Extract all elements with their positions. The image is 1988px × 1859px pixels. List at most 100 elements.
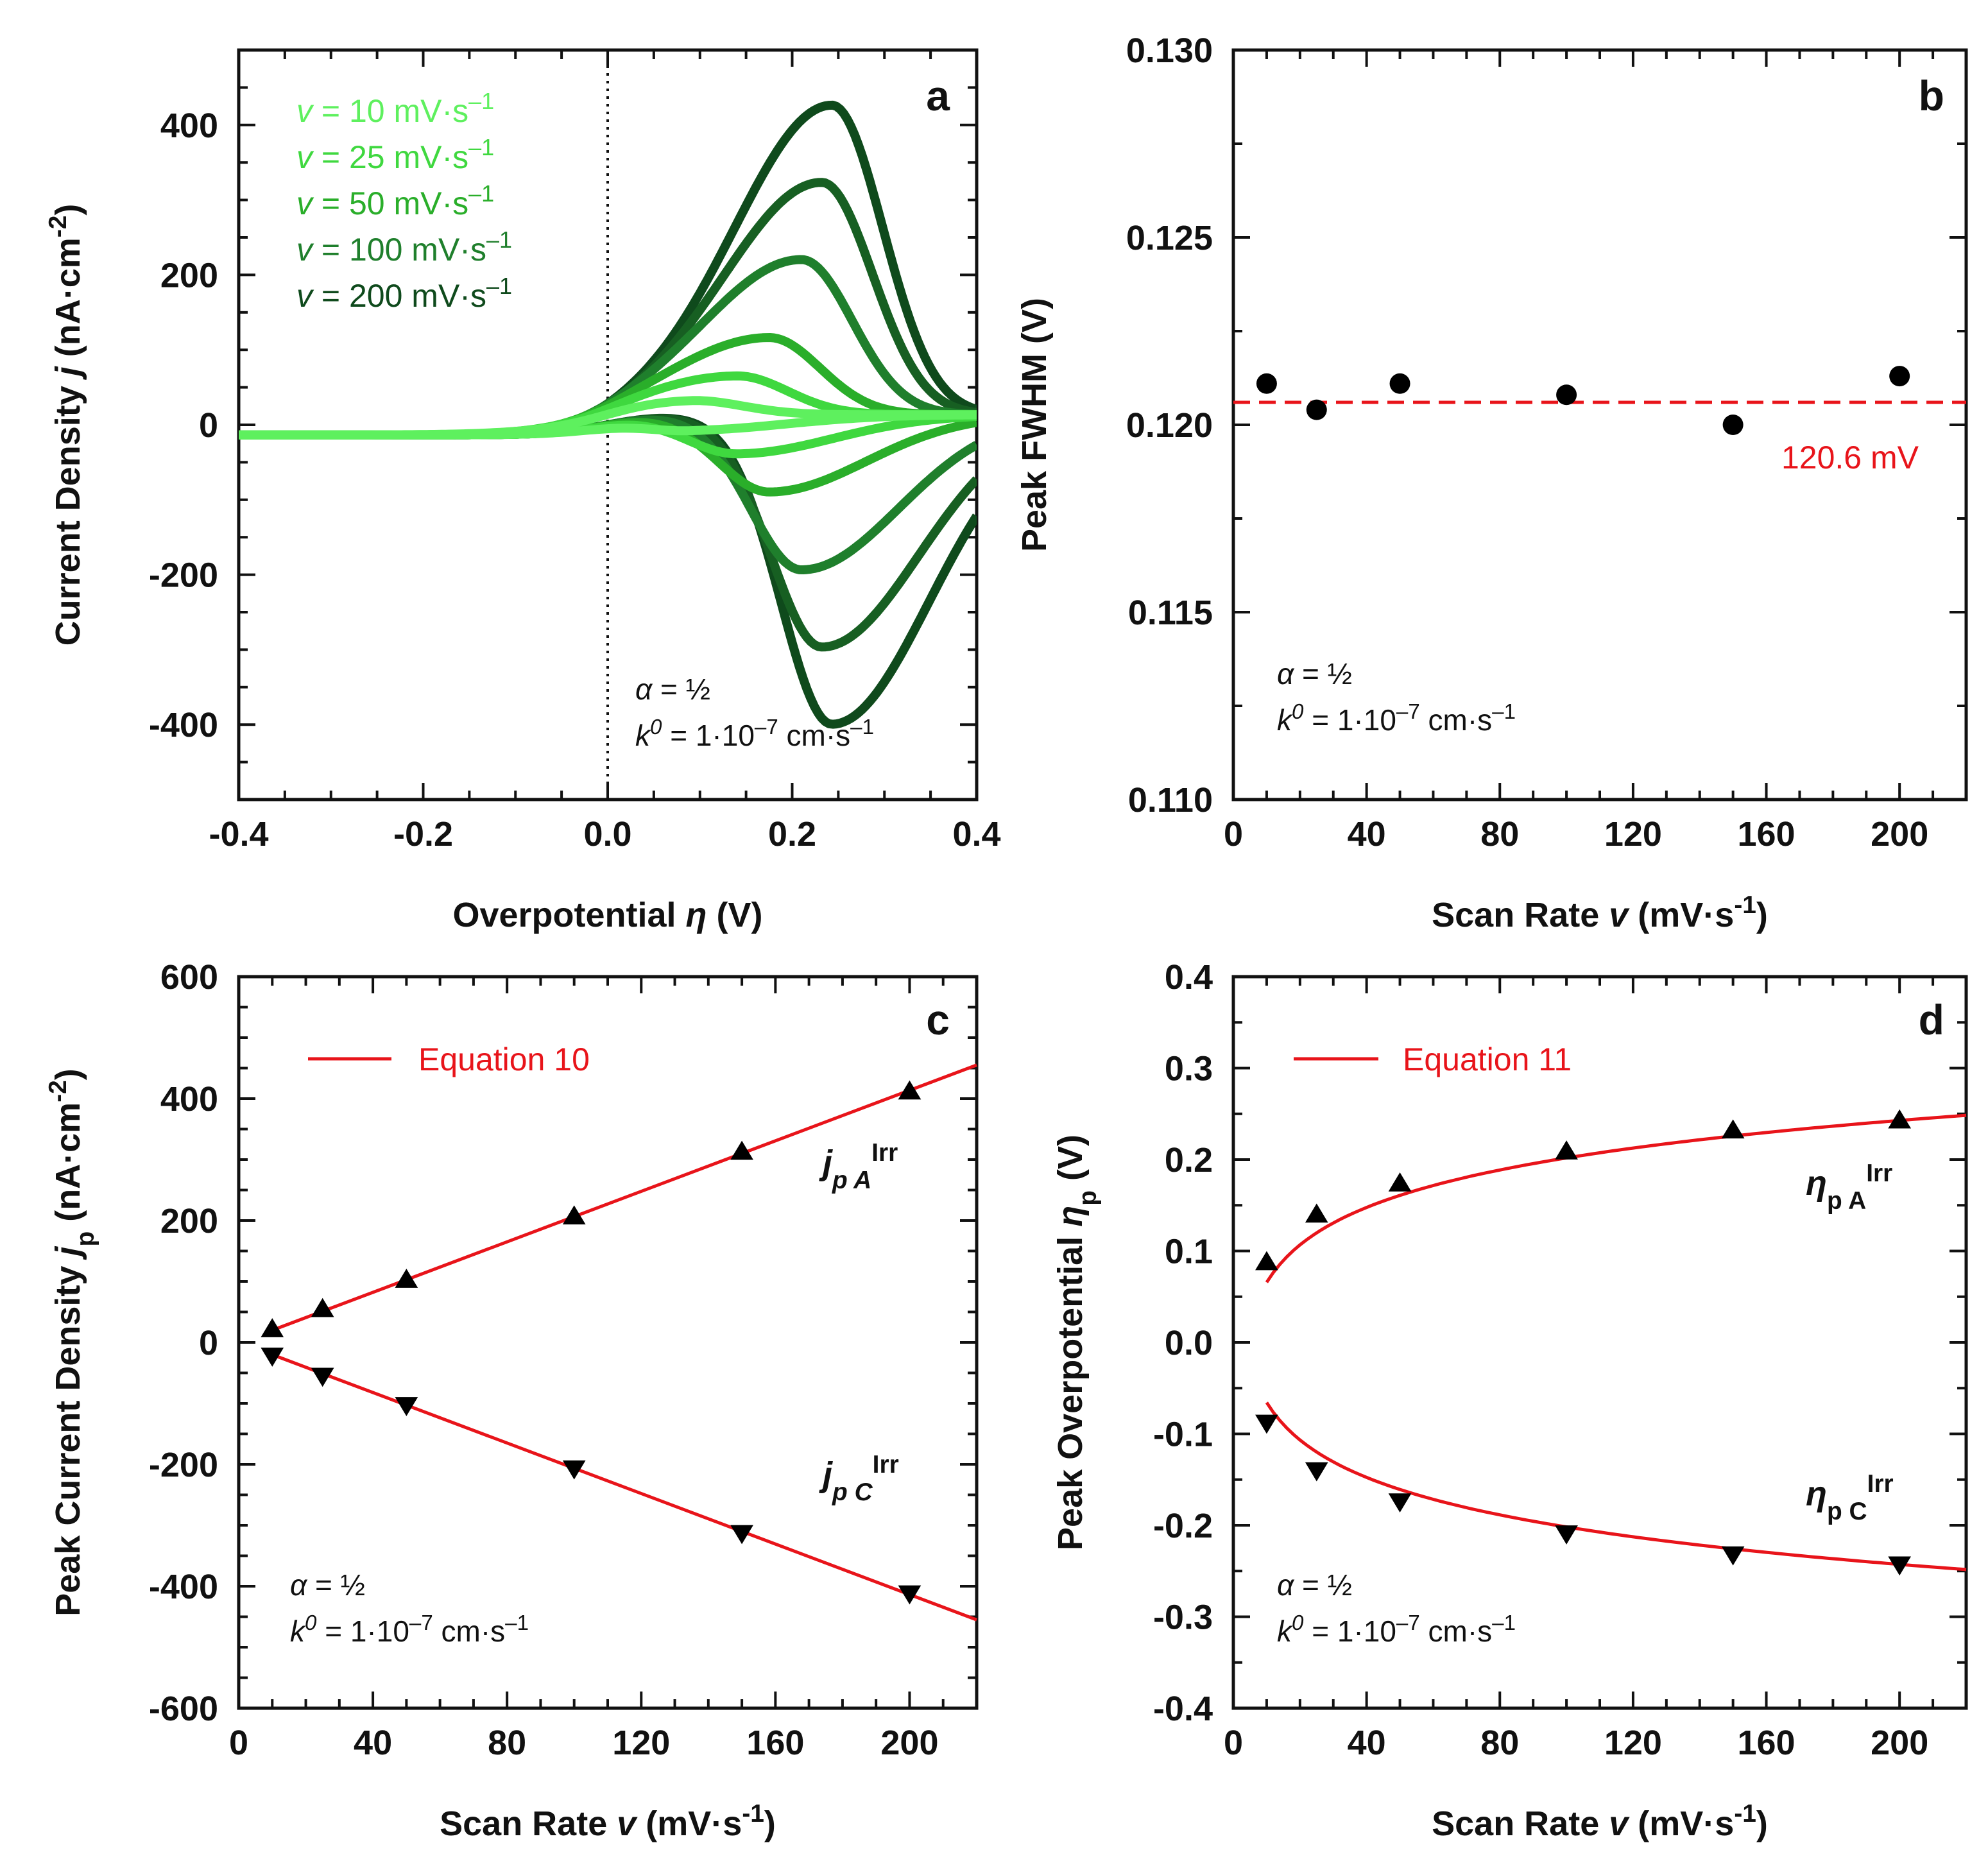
cathodic-marker — [730, 1525, 753, 1545]
y-tick-label: -400 — [149, 706, 218, 744]
x-tick-label: 160 — [1737, 1724, 1795, 1762]
y-tick-label: -400 — [149, 1568, 218, 1606]
fit-line — [271, 1063, 977, 1332]
cathodic-marker — [1888, 1556, 1912, 1576]
legend-label: Equation 11 — [1403, 1041, 1572, 1077]
reference-label: 120.6 mV — [1781, 440, 1919, 475]
x-tick-label: 0 — [1224, 1724, 1243, 1762]
x-tick-label: 200 — [1871, 1724, 1928, 1762]
y-tick-label: 0.1 — [1165, 1233, 1213, 1271]
y-tick-label: -600 — [149, 1690, 218, 1728]
cathodic-marker — [261, 1348, 284, 1367]
cathodic-marker — [1555, 1525, 1578, 1545]
cv-curve-cathodic — [239, 415, 977, 574]
y-tick-label: 400 — [160, 107, 218, 145]
panel-label-d: d — [1919, 996, 1944, 1043]
cv-curve-cathodic — [239, 410, 977, 440]
annotation-k0: k0 = 1·10–7 cm·s–1 — [1277, 1611, 1516, 1649]
annotation-alpha: α = ½ — [1277, 1568, 1352, 1602]
annotation-k0: k0 = 1·10–7 cm·s–1 — [290, 1611, 529, 1649]
x-tick-label: 120 — [1604, 815, 1662, 853]
series-label-cathodic: jp CIrr — [819, 1451, 899, 1506]
x-tick-label: 0 — [1224, 815, 1243, 853]
x-tick-label: 0.2 — [768, 815, 816, 853]
series-label-anodic: jp AIrr — [819, 1139, 898, 1194]
y-tick-label: -0.1 — [1153, 1416, 1213, 1454]
data-point — [1256, 373, 1277, 394]
x-axis-label: Scan Rate v (mV·s-1) — [440, 1800, 776, 1844]
y-tick-label: -0.2 — [1153, 1507, 1213, 1545]
x-tick-label: 40 — [1348, 815, 1386, 853]
annotation-k0: k0 = 1·10–7 cm·s–1 — [1277, 700, 1516, 737]
data-point — [1722, 415, 1744, 435]
data-point — [1556, 384, 1577, 406]
x-tick-label: -0.4 — [209, 815, 268, 853]
annotation-alpha: α = ½ — [1277, 657, 1352, 690]
y-tick-label: 0.0 — [1165, 1324, 1213, 1362]
legend-entry: v = 200 mV·s–1 — [296, 273, 512, 314]
x-tick-label: 80 — [1480, 815, 1519, 853]
panel-label-b: b — [1919, 72, 1944, 119]
y-tick-label: -200 — [149, 556, 218, 595]
panel-a: -0.4 -0.2 0.0 0.2 0.4 -400 -200 0 200 400 v = 10 m… — [44, 48, 1001, 934]
cathodic-marker — [1255, 1414, 1278, 1434]
x-tick-label: 0 — [229, 1724, 248, 1762]
anodic-marker — [562, 1205, 586, 1225]
legend-entry: v = 100 mV·s–1 — [296, 227, 512, 268]
legend-entry: v = 50 mV·s–1 — [296, 180, 494, 222]
anodic-marker — [1888, 1109, 1912, 1129]
y-axis-label: Peak FWHM (V) — [1015, 298, 1054, 552]
x-tick-label: 80 — [1480, 1724, 1519, 1762]
anodic-marker — [1305, 1203, 1328, 1223]
y-tick-label: 200 — [160, 1202, 218, 1240]
x-axis-label: Scan Rate v (mV·s-1) — [1432, 1800, 1768, 1844]
x-tick-label: 200 — [880, 1724, 938, 1762]
x-tick-label: -0.2 — [393, 815, 453, 853]
anodic-marker — [1721, 1119, 1745, 1139]
x-axis-label: Scan Rate v (mV·s-1) — [1432, 891, 1768, 935]
data-point — [1306, 399, 1327, 420]
y-tick-label: -0.4 — [1153, 1690, 1213, 1728]
cathodic-marker — [1305, 1462, 1328, 1482]
annotation-k0: k0 = 1·10–7 cm·s–1 — [635, 715, 874, 753]
anodic-marker — [730, 1140, 753, 1160]
y-tick-label: 0 — [199, 1324, 218, 1362]
anodic-marker — [395, 1269, 418, 1288]
panel-b: 0 40 80 120 160 200 0.110 0.115 0.120 0.125 0.130 1… — [1015, 31, 1968, 935]
y-axis-label: Peak Overpotential ηp (V) — [1051, 1135, 1102, 1550]
anodic-marker — [898, 1080, 921, 1100]
y-tick-label: 0.120 — [1126, 406, 1213, 445]
y-tick-label: 0 — [199, 406, 218, 445]
y-tick-label: -200 — [149, 1446, 218, 1484]
y-tick-label: 400 — [160, 1080, 218, 1118]
x-tick-label: 40 — [1348, 1724, 1386, 1762]
x-tick-label: 200 — [1871, 815, 1928, 853]
cathodic-marker — [898, 1585, 921, 1605]
y-tick-label: 0.110 — [1128, 781, 1213, 819]
x-tick-label: 80 — [488, 1724, 526, 1762]
data-point — [1389, 373, 1410, 394]
y-tick-label: 600 — [160, 958, 218, 997]
data-point — [1889, 366, 1910, 387]
y-tick-label: 0.115 — [1128, 594, 1213, 632]
x-tick-label: 160 — [1737, 815, 1795, 853]
y-tick-label: -0.3 — [1153, 1598, 1213, 1637]
anodic-marker — [1255, 1251, 1278, 1271]
cathodic-marker — [395, 1397, 418, 1416]
legend-entry: v = 25 mV·s–1 — [296, 134, 494, 176]
cathodic-marker — [1721, 1546, 1745, 1566]
y-tick-label: 200 — [160, 256, 218, 295]
y-axis-label: Peak Current Density jp (nA·cm-2) — [44, 1068, 99, 1616]
annotation-alpha: α = ½ — [290, 1568, 365, 1602]
annotation-alpha: α = ½ — [635, 672, 710, 706]
fit-curve-anodic — [1265, 1113, 1967, 1283]
y-tick-label: 0.125 — [1126, 219, 1213, 257]
y-axis-label: Current Density j (nA·cm-2) — [44, 204, 88, 646]
legend-label: Equation 10 — [418, 1041, 590, 1077]
y-tick-label: 0.2 — [1165, 1141, 1213, 1179]
cathodic-marker — [1388, 1493, 1412, 1512]
legend-entry: v = 10 mV·s–1 — [296, 88, 494, 130]
x-tick-label: 0.0 — [583, 815, 631, 853]
anodic-marker — [261, 1318, 284, 1337]
